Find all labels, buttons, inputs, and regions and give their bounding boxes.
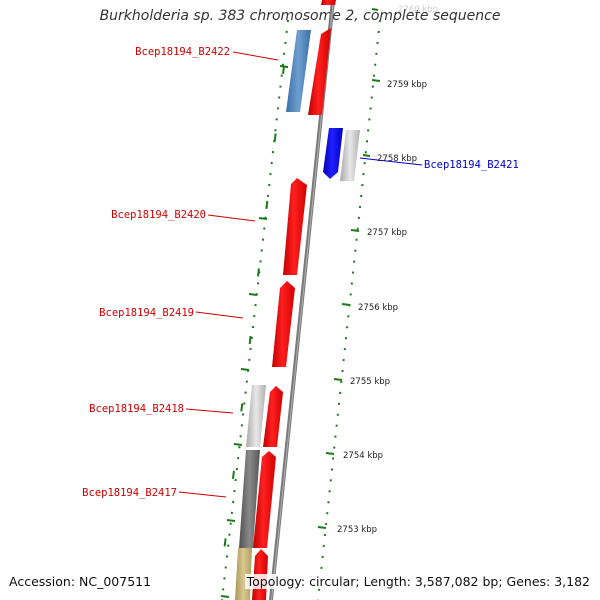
leader-B2418 <box>185 408 234 414</box>
cds-block-dark <box>239 450 260 548</box>
leader-B2419 <box>195 311 244 319</box>
tick-label-2757: 2757 kbp <box>367 228 407 238</box>
gene-arrow-B2418[interactable] <box>263 386 283 447</box>
inner-tick <box>226 519 236 522</box>
gene-arrow-B2421[interactable] <box>323 128 343 179</box>
inner-tick <box>240 368 250 371</box>
label-leaders <box>178 51 423 498</box>
gene-labels: Bcep18194_B2422 Bcep18194_B2421 Bcep1819… <box>82 46 519 499</box>
tick-mark <box>341 303 351 306</box>
tick-label-2754: 2754 kbp <box>343 451 383 461</box>
tick-label-2759: 2759 kbp <box>387 80 427 90</box>
map-title: Burkholderia sp. 383 chromosome 2, compl… <box>99 8 501 24</box>
tick-label-2760: 2760 kbp <box>398 5 438 15</box>
tick-label-2755: 2755 kbp <box>350 377 390 387</box>
leader-B2417 <box>178 491 227 498</box>
gene-arrow-B2419[interactable] <box>272 281 295 367</box>
accession-label: Accession: NC_007511 <box>9 574 152 589</box>
tick-label-2756: 2756 kbp <box>358 303 398 313</box>
leader-B2422 <box>232 51 279 61</box>
gene-label-B2419[interactable]: Bcep18194_B2419 <box>99 307 194 319</box>
inner-tick <box>248 293 258 296</box>
tick-label-2758: 2758 kbp <box>377 154 417 164</box>
cds-block-gray-1 <box>246 385 266 447</box>
inner-tick <box>220 595 230 598</box>
tick-mark <box>325 452 335 455</box>
gene-arrow-top[interactable] <box>321 0 336 5</box>
gene-label-B2417[interactable]: Bcep18194_B2417 <box>82 487 177 499</box>
tick-mark <box>362 154 371 157</box>
genome-summary: Topology: circular; Length: 3,587,082 bp… <box>244 574 590 589</box>
tick-mark <box>371 79 381 82</box>
gene-arrow-B2420[interactable] <box>283 178 307 275</box>
tick-mark <box>371 8 379 11</box>
leader-B2421 <box>359 157 423 166</box>
tick-mark <box>333 378 343 381</box>
leader-B2420 <box>207 214 256 222</box>
inner-tick <box>258 217 268 220</box>
gene-label-B2420[interactable]: Bcep18194_B2420 <box>111 209 206 221</box>
gene-label-B2421[interactable]: Bcep18194_B2421 <box>424 159 519 171</box>
ticks: 2760 kbp 2759 kbp 2758 kbp 2757 kbp 2756… <box>220 5 438 598</box>
cds-block-steel <box>286 30 311 112</box>
tick-label-2753: 2753 kbp <box>337 525 377 535</box>
gene-arrow-B2417[interactable] <box>253 451 276 548</box>
feature-block-gray-2 <box>340 130 360 181</box>
inner-tick <box>279 65 289 68</box>
gene-arrow-B2422[interactable] <box>308 28 331 115</box>
gene-label-B2418[interactable]: Bcep18194_B2418 <box>89 403 184 415</box>
tick-mark <box>350 229 360 232</box>
backbone-highlight <box>271 0 334 600</box>
tick-mark <box>317 526 327 529</box>
inner-tick <box>233 443 243 446</box>
gene-label-B2422[interactable]: Bcep18194_B2422 <box>135 46 230 58</box>
